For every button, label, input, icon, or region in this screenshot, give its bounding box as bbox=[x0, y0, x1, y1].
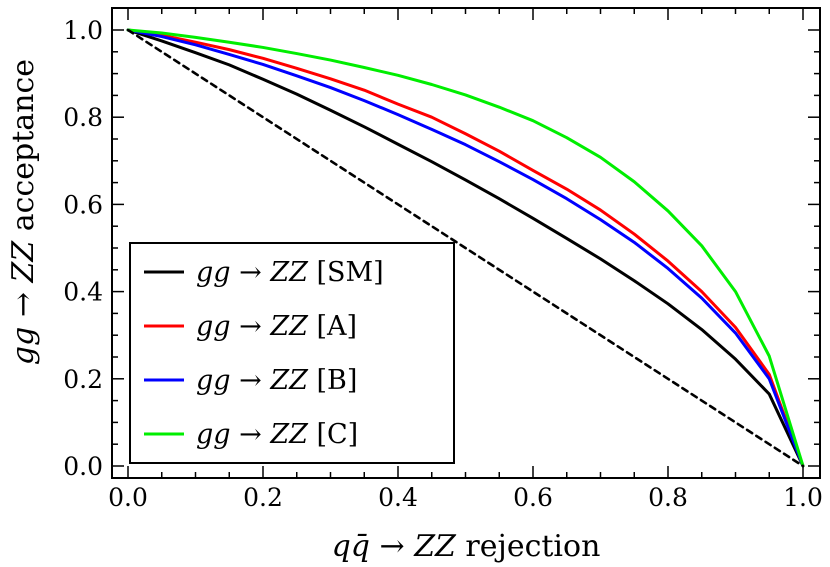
y-tick-label: 0.6 bbox=[63, 190, 103, 219]
x-tick-label: 0.0 bbox=[108, 483, 148, 512]
legend-label: gg → ZZ [C] bbox=[196, 419, 358, 450]
y-tick-label: 0.8 bbox=[63, 103, 103, 132]
legend: gg → ZZ [SM] gg → ZZ [A] gg → ZZ [B] gg → Z… bbox=[129, 242, 455, 464]
series-line-0 bbox=[126, 28, 805, 468]
x-axis-title: qq̄ → ZZ rejection bbox=[332, 529, 601, 564]
ticks-layer bbox=[112, 8, 820, 478]
y-axis-title-word: acceptance bbox=[6, 59, 41, 241]
x-axis-title-math: qq̄ → ZZ bbox=[332, 529, 457, 564]
y-tick-label: 0.4 bbox=[63, 278, 103, 307]
legend-entries: gg → ZZ [SM] gg → ZZ [A] gg → ZZ [B] gg → Z… bbox=[144, 257, 384, 450]
tick-labels-layer: 0.0 0.2 0.4 0.6 0.8 1.0 0.0 0.2 0.4 0.6 0.8 1.0 bbox=[63, 16, 823, 512]
y-axis-title: gg → ZZ acceptance bbox=[6, 59, 41, 365]
legend-label: gg → ZZ [A] bbox=[196, 311, 357, 342]
curves-layer bbox=[126, 28, 805, 468]
series-line-2 bbox=[126, 28, 805, 468]
legend-label: gg → ZZ [SM] bbox=[196, 257, 384, 288]
series-line-3 bbox=[126, 28, 805, 468]
y-axis-title-math: gg → ZZ bbox=[6, 240, 41, 365]
x-tick-label: 0.4 bbox=[378, 483, 418, 512]
y-tick-label: 0.0 bbox=[63, 452, 103, 481]
series-line-1 bbox=[126, 28, 805, 468]
legend-box bbox=[129, 242, 455, 464]
x-tick-label: 0.2 bbox=[243, 483, 283, 512]
legend-label: gg → ZZ [B] bbox=[196, 365, 357, 396]
x-axis-title-word: rejection bbox=[456, 529, 601, 564]
x-tick-label: 0.8 bbox=[648, 483, 688, 512]
x-tick-label: 0.6 bbox=[513, 483, 553, 512]
y-tick-label: 1.0 bbox=[63, 16, 103, 45]
y-tick-label: 0.2 bbox=[63, 365, 103, 394]
random-guess-line bbox=[126, 28, 805, 468]
x-tick-label: 1.0 bbox=[783, 483, 823, 512]
